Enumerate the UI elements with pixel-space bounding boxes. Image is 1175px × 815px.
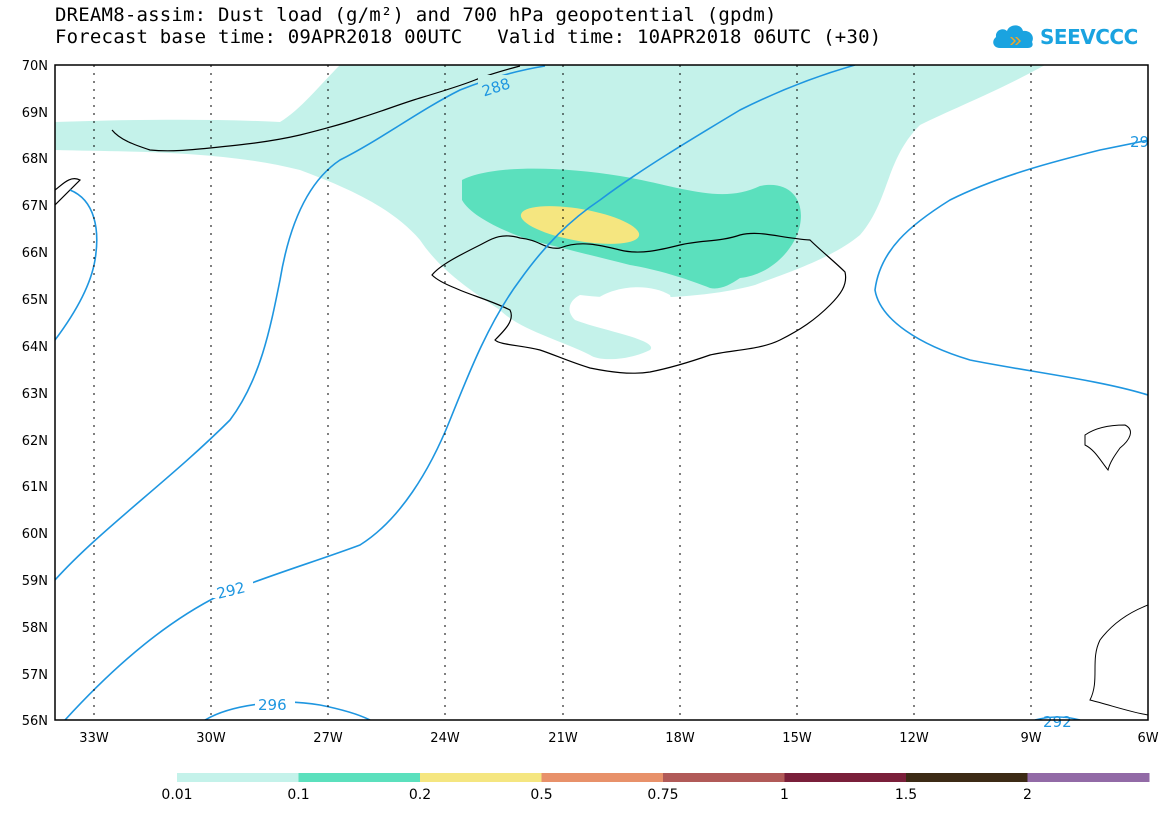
colorbar: 0.01 0.1 0.2 0.5 0.75 1 1.5 2 [161,773,1150,803]
map-frame [54,64,1149,721]
lon-label: 30W [196,731,226,746]
colorbar-swatch [784,773,907,782]
faroe-coastline [1084,424,1131,472]
lon-label: 24W [430,731,460,746]
colorbar-label: 0.75 [647,787,678,803]
lat-label: 60N [22,527,48,542]
lat-label: 64N [22,340,48,355]
lat-label: 67N [22,199,48,214]
colorbar-label: 1.5 [895,787,917,803]
contour-label: 29 [1130,133,1149,151]
colorbar-label: 1 [780,787,789,803]
lat-label: 57N [22,668,48,683]
colorbar-label: 0.01 [161,787,192,803]
scotland-coastline [1089,604,1148,716]
colorbar-swatch [420,773,542,782]
lat-label: 66N [22,246,48,261]
dust-region-high [520,206,640,244]
lon-label: 33W [79,731,109,746]
lon-label: 21W [548,731,578,746]
contour-labels: 288 292 296 292 29 [213,74,1149,731]
lat-label: 59N [22,574,48,589]
lat-label: 65N [22,293,48,308]
latitude-axis: 70N 69N 68N 67N 66N 65N 64N 63N 62N 61N … [22,59,48,729]
colorbar-swatch [177,773,299,782]
contour-label: 292 [1043,713,1072,731]
lon-label: 15W [782,731,812,746]
longitude-axis: 33W 30W 27W 24W 21W 18W 15W 12W 9W 6W [79,731,1158,746]
lat-label: 58N [22,621,48,636]
lat-label: 61N [22,480,48,495]
lat-label: 68N [22,152,48,167]
colorbar-label: 0.2 [409,787,431,803]
colorbar-swatch [1027,773,1150,782]
logo-text: SEEVCCC [1040,25,1138,49]
seevccc-logo: SEEVCCC [990,18,1138,56]
greenland-coastline [55,65,521,206]
lat-label: 56N [22,714,48,729]
forecast-time-line: Forecast base time: 09APR2018 00UTC Vali… [55,26,882,48]
lon-label: 18W [665,731,695,746]
colorbar-swatch [541,773,664,782]
lat-label: 69N [22,106,48,121]
map-title: DREAM8-assim: Dust load (g/m²) and 700 h… [55,4,777,26]
cloud-icon [993,25,1033,48]
colorbar-label: 0.1 [287,787,309,803]
iceland-coastline [431,232,847,374]
contour-label: 296 [258,696,287,714]
lat-label: 62N [22,434,48,449]
colorbar-swatch [298,773,421,782]
colorbar-swatch [663,773,785,782]
lon-label: 12W [899,731,929,746]
colorbar-label: 0.5 [530,787,552,803]
gridlines [93,65,1032,720]
lon-label: 6W [1137,731,1158,746]
lat-label: 63N [22,387,48,402]
colorbar-label: 2 [1023,787,1032,803]
colorbar-swatch [906,773,1028,782]
lat-label: 70N [22,59,48,74]
lon-label: 27W [313,731,343,746]
lon-label: 9W [1020,731,1041,746]
